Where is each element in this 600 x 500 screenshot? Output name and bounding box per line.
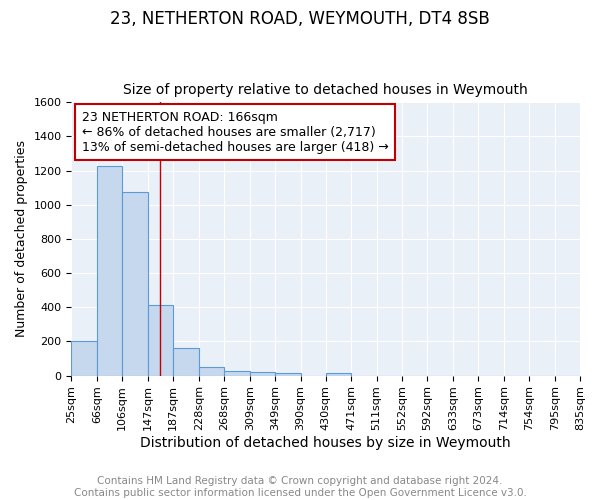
Bar xyxy=(173,348,199,376)
Bar xyxy=(250,372,275,376)
Bar xyxy=(224,371,250,376)
Text: 23, NETHERTON ROAD, WEYMOUTH, DT4 8SB: 23, NETHERTON ROAD, WEYMOUTH, DT4 8SB xyxy=(110,10,490,28)
Bar xyxy=(97,166,122,376)
Bar xyxy=(275,373,301,376)
Title: Size of property relative to detached houses in Weymouth: Size of property relative to detached ho… xyxy=(124,83,528,97)
Text: Contains HM Land Registry data © Crown copyright and database right 2024.
Contai: Contains HM Land Registry data © Crown c… xyxy=(74,476,526,498)
X-axis label: Distribution of detached houses by size in Weymouth: Distribution of detached houses by size … xyxy=(140,436,511,450)
Bar xyxy=(122,192,148,376)
Bar xyxy=(326,373,352,376)
Bar xyxy=(71,342,97,376)
Text: 23 NETHERTON ROAD: 166sqm
← 86% of detached houses are smaller (2,717)
13% of se: 23 NETHERTON ROAD: 166sqm ← 86% of detac… xyxy=(82,110,388,154)
Bar xyxy=(148,304,173,376)
Y-axis label: Number of detached properties: Number of detached properties xyxy=(15,140,28,338)
Bar xyxy=(199,366,224,376)
